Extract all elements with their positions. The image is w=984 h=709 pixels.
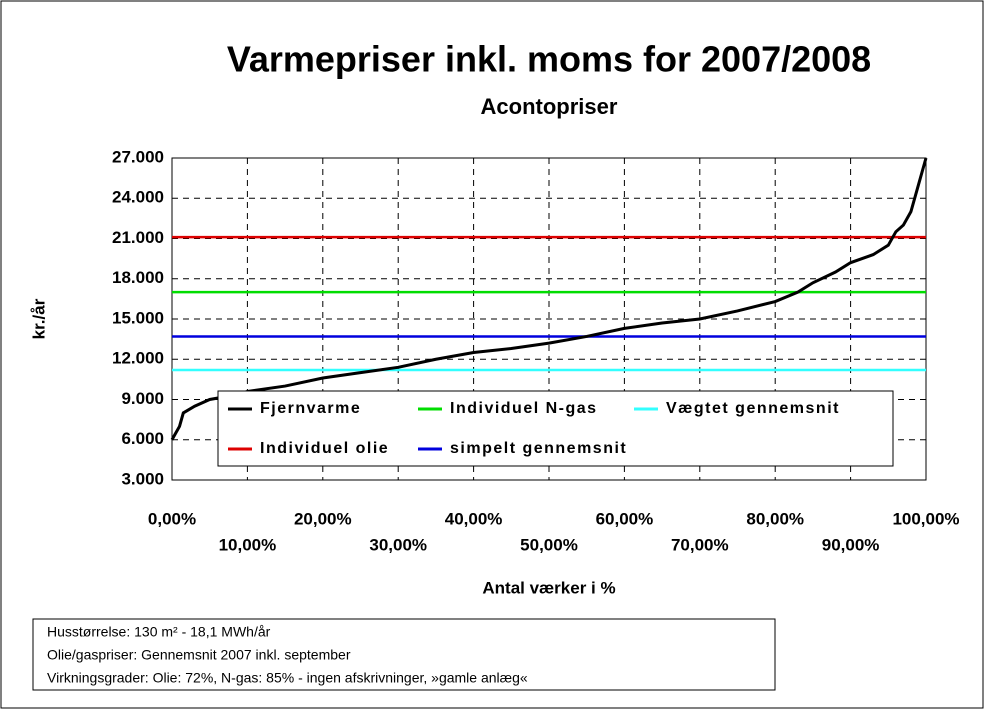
x-tick-label: 40,00% <box>445 509 503 528</box>
notes-box <box>32 618 776 691</box>
x-tick-label: 80,00% <box>746 509 804 528</box>
x-tick-label: 60,00% <box>596 509 654 528</box>
y-tick-label: 27.000 <box>112 147 164 166</box>
note: Virkningsgrader: Olie: 72%, N-gas: 85% -… <box>47 670 528 686</box>
x-tick-label: 30,00% <box>369 535 427 554</box>
y-tick-label: 24.000 <box>112 188 164 207</box>
x-tick-label: 0,00% <box>148 509 196 528</box>
y-tick-label: 3.000 <box>121 469 164 488</box>
x-tick-label: 20,00% <box>294 509 352 528</box>
y-tick-label: 21.000 <box>112 228 164 247</box>
legend-label: simpelt gennemsnit <box>450 440 627 457</box>
y-axis-label: kr./år <box>29 298 48 339</box>
legend-label: Fjernvarme <box>260 400 361 417</box>
series-line <box>170 157 928 441</box>
y-tick-label: 6.000 <box>121 429 164 448</box>
x-tick-label: 100,00% <box>892 509 959 528</box>
x-tick-label: 70,00% <box>671 535 729 554</box>
y-tick-label: 9.000 <box>121 389 164 408</box>
chart-title: Varmepriser inkl. moms for 2007/2008 <box>227 39 871 80</box>
x-axis-label: Antal værker i % <box>482 578 615 597</box>
x-tick-label: 90,00% <box>822 535 880 554</box>
legend-label: Individuel N-gas <box>450 400 598 417</box>
y-tick-label: 18.000 <box>112 268 164 287</box>
y-tick-label: 12.000 <box>112 349 164 368</box>
note: Olie/gaspriser: Gennemsnit 2007 inkl. se… <box>47 647 351 663</box>
legend <box>217 390 894 467</box>
legend-label: Individuel olie <box>260 440 389 457</box>
x-tick-label: 10,00% <box>219 535 277 554</box>
x-tick-label: 50,00% <box>520 535 578 554</box>
chart-subtitle: Acontopriser <box>481 94 618 119</box>
y-tick-label: 15.000 <box>112 308 164 327</box>
legend-label: Vægtet gennemsnit <box>666 400 840 417</box>
note: Husstørrelse: 130 m² - 18,1 MWh/år <box>47 624 271 640</box>
